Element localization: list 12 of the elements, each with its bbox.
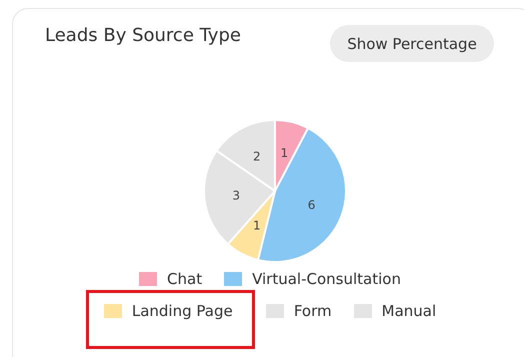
chart-title: Leads By Source Type (45, 25, 241, 46)
data-label: 2 (253, 149, 261, 164)
legend-label: Chat (167, 270, 202, 288)
legend-label: Form (294, 302, 332, 320)
legend-label: Landing Page (132, 302, 233, 320)
data-label: 1 (253, 218, 261, 233)
legend-label: Virtual-Consultation (252, 270, 401, 288)
data-label: 3 (232, 188, 240, 203)
data-label: 1 (280, 146, 288, 160)
data-label: 6 (308, 198, 316, 212)
show-percentage-button: Show Percentage (330, 25, 494, 62)
legend-label: Manual (382, 302, 436, 320)
